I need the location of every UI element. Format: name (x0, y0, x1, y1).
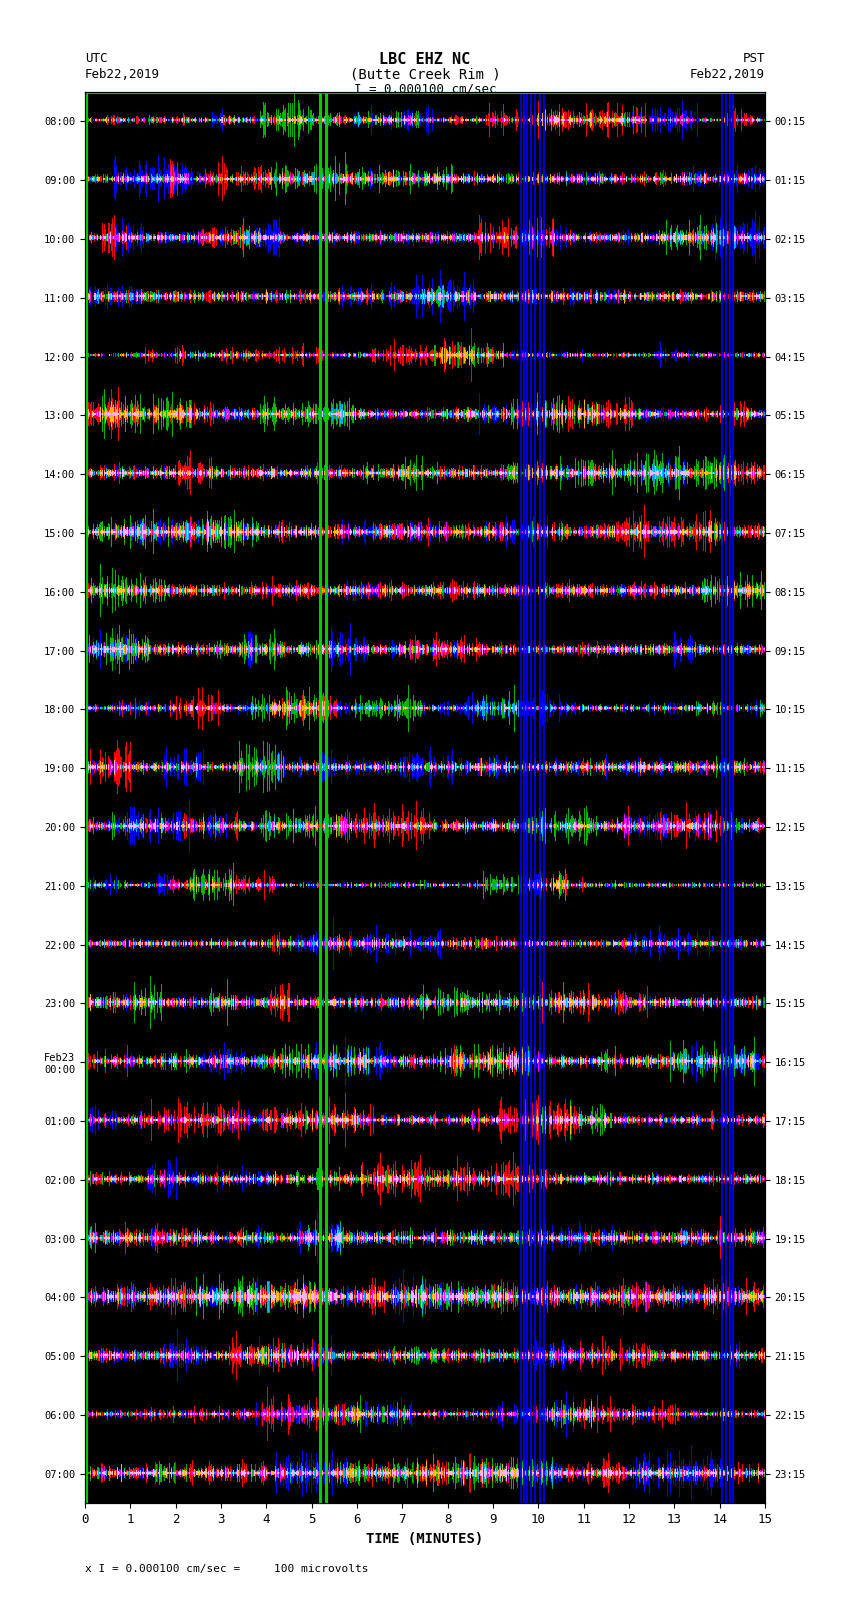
X-axis label: TIME (MINUTES): TIME (MINUTES) (366, 1532, 484, 1545)
Text: Feb22,2019: Feb22,2019 (85, 68, 160, 81)
Text: UTC: UTC (85, 52, 107, 65)
Text: Feb22,2019: Feb22,2019 (690, 68, 765, 81)
Text: (Butte Creek Rim ): (Butte Creek Rim ) (349, 68, 501, 82)
Text: LBC EHZ NC: LBC EHZ NC (379, 52, 471, 66)
Text: x I = 0.000100 cm/sec =     100 microvolts: x I = 0.000100 cm/sec = 100 microvolts (85, 1565, 369, 1574)
Text: I = 0.000100 cm/sec: I = 0.000100 cm/sec (354, 82, 496, 95)
Text: PST: PST (743, 52, 765, 65)
